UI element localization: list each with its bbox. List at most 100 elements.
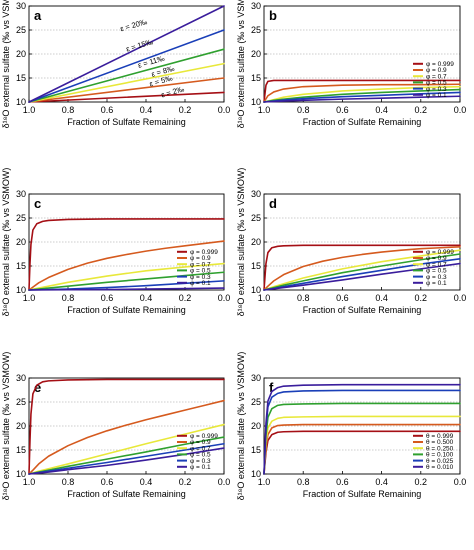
x-tick-label: 0.6 <box>101 477 114 487</box>
x-tick-label: 0.0 <box>454 293 467 303</box>
legend-label: φ = 0.9 <box>190 439 211 446</box>
series-line <box>28 62 225 103</box>
y-tick-label: 15 <box>16 261 26 271</box>
x-tick-label: 1.0 <box>23 293 36 303</box>
y-tick-label: 25 <box>16 25 26 35</box>
series-line <box>28 48 225 103</box>
x-tick-label: 0.0 <box>218 293 231 303</box>
y-tick-label: 15 <box>16 73 26 83</box>
x-axis-label: Fraction of Sulfate Remaining <box>303 489 422 499</box>
y-axis-label: δ¹⁸O external sulfate (‰ vs VSMOW) <box>236 0 246 128</box>
x-tick-label: 0.8 <box>62 293 75 303</box>
panel-f: 10 15 20 25 30 1.0 0.8 0.6 0.4 0.2 0.0 Fraction of … <box>236 352 466 501</box>
series-line <box>28 77 225 103</box>
legend-label: θ = 0.500 <box>426 439 454 446</box>
legend-label: φ = 0.7 <box>190 261 211 268</box>
legend-label: φ = 0.3 <box>426 274 447 281</box>
panel-d: 10 15 20 25 30 1.0 0.8 0.6 0.4 0.2 0.0 Fraction of … <box>236 168 466 317</box>
series-line <box>28 378 225 475</box>
legend-label: φ = 0.7 <box>190 445 211 452</box>
y-tick-label: 15 <box>251 445 261 455</box>
legend-label: θ = 0.010 <box>426 464 454 471</box>
legend-label: φ = 0.5 <box>426 80 447 87</box>
x-tick-label: 0.4 <box>140 293 153 303</box>
y-tick-label: 10 <box>251 469 261 479</box>
y-tick-label: 20 <box>16 237 26 247</box>
x-axis-label: Fraction of Sulfate Remaining <box>303 305 422 315</box>
panel-a: 10 15 20 25 30 1.0 0.8 0.6 0.4 0.2 0.0 Fraction of … <box>1 0 230 128</box>
x-tick-label: 1.0 <box>258 105 271 115</box>
y-axis-label: δ¹⁸O external sulfate (‰ vs VSMOW) <box>1 352 11 501</box>
y-tick-label: 10 <box>16 469 26 479</box>
series-line <box>28 29 225 103</box>
y-tick-label: 30 <box>251 373 261 383</box>
y-tick-label: 15 <box>16 445 26 455</box>
legend-label: φ = 0.5 <box>190 268 211 275</box>
panel-b: 10 15 20 25 30 1.0 0.8 0.6 0.4 0.2 0.0 Fraction of … <box>236 0 466 128</box>
series-line <box>263 402 461 475</box>
x-tick-label: 0.2 <box>179 477 192 487</box>
y-tick-label: 20 <box>251 49 261 59</box>
series-line <box>263 253 461 291</box>
y-tick-label: 20 <box>16 421 26 431</box>
legend-label: φ = 0.1 <box>190 280 211 287</box>
legend-label: φ = 0.999 <box>426 61 454 68</box>
x-tick-label: 0.0 <box>218 477 231 487</box>
x-tick-label: 0.8 <box>62 105 75 115</box>
y-tick-label: 30 <box>16 189 26 199</box>
y-tick-label: 25 <box>251 25 261 35</box>
x-tick-label: 0.6 <box>336 293 349 303</box>
x-tick-label: 0.6 <box>101 105 114 115</box>
x-tick-label: 0.0 <box>454 105 467 115</box>
legend-label: φ = 0.7 <box>426 261 447 268</box>
panel-letter: e <box>34 380 41 395</box>
panel-letter: d <box>269 196 277 211</box>
series-line <box>28 91 225 103</box>
x-tick-label: 0.6 <box>336 477 349 487</box>
y-tick-label: 30 <box>16 373 26 383</box>
panel-letter: c <box>34 196 41 211</box>
x-tick-label: 0.8 <box>297 293 310 303</box>
legend-label: φ = 0.9 <box>426 67 447 74</box>
series-line <box>28 287 225 291</box>
panel-letter: b <box>269 8 277 23</box>
legend-label: θ = 0.025 <box>426 458 454 465</box>
series-line <box>28 218 225 291</box>
series-line <box>263 415 461 475</box>
panel-letter: a <box>34 8 42 23</box>
series-line <box>263 244 461 291</box>
series-annotation: ε = 15‰ <box>125 37 155 53</box>
panel-e: 10 15 20 25 30 1.0 0.8 0.6 0.4 0.2 0.0 Fraction of … <box>1 352 230 501</box>
y-tick-label: 10 <box>251 97 261 107</box>
x-tick-label: 0.4 <box>140 105 153 115</box>
x-tick-label: 1.0 <box>258 293 271 303</box>
y-tick-label: 25 <box>251 397 261 407</box>
series-line <box>28 399 225 475</box>
legend-label: φ = 0.999 <box>190 249 218 256</box>
series-line <box>263 79 461 103</box>
legend-label: θ = 0.100 <box>426 452 454 459</box>
y-tick-label: 10 <box>16 97 26 107</box>
legend-label: φ = 0.3 <box>190 274 211 281</box>
series-line <box>263 249 461 291</box>
y-tick-label: 20 <box>16 49 26 59</box>
legend-label: φ = 0.999 <box>190 433 218 440</box>
x-tick-label: 0.2 <box>179 293 192 303</box>
x-tick-label: 0.2 <box>415 477 428 487</box>
x-tick-label: 1.0 <box>258 477 271 487</box>
y-tick-label: 10 <box>16 285 26 295</box>
y-tick-label: 30 <box>251 189 261 199</box>
legend-label: φ = 0.1 <box>426 280 447 287</box>
series-line <box>263 95 461 103</box>
legend-label: φ = 0.1 <box>190 464 211 471</box>
y-tick-label: 15 <box>251 261 261 271</box>
panel-letter: f <box>269 380 274 395</box>
x-tick-label: 0.2 <box>179 105 192 115</box>
y-tick-label: 30 <box>251 1 261 11</box>
y-tick-label: 20 <box>251 237 261 247</box>
